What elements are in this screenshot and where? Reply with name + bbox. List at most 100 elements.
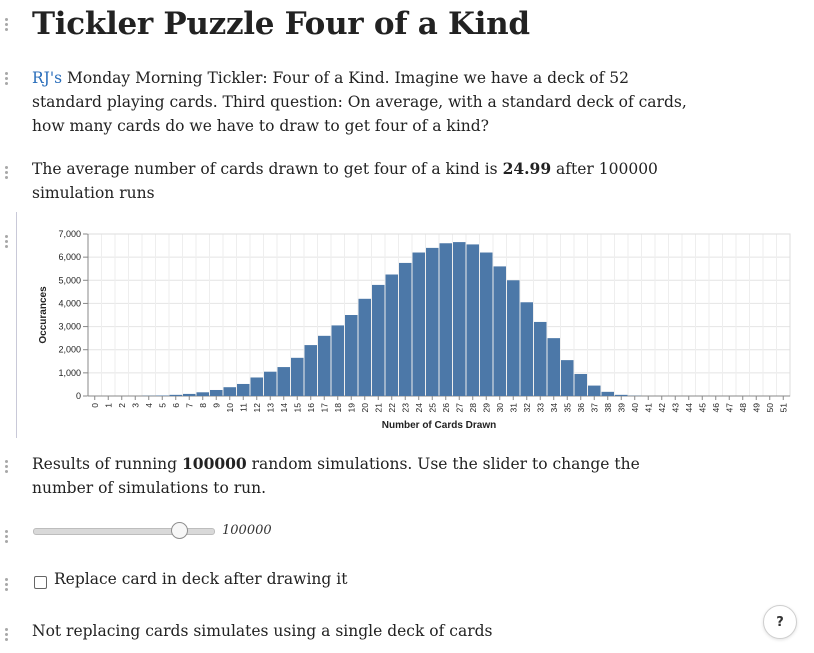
bar [493, 266, 506, 396]
x-tick-label: 25 [427, 403, 437, 413]
bar [291, 357, 304, 396]
cell-handle-icon[interactable] [5, 72, 8, 87]
cell-handle-icon[interactable] [5, 578, 8, 593]
help-button[interactable]: ? [763, 605, 797, 639]
x-tick-label: 37 [589, 403, 599, 413]
x-tick-label: 22 [387, 403, 397, 413]
bar [223, 387, 236, 396]
bar [520, 302, 533, 396]
bar [615, 394, 628, 396]
x-tick-label: 38 [603, 403, 613, 413]
simulation-count: 100000 [182, 454, 247, 473]
note-text: Not replacing cards simulates using a si… [32, 622, 493, 640]
x-tick-label: 45 [697, 403, 707, 413]
bar [574, 374, 587, 396]
bar [453, 242, 466, 396]
x-tick-label: 31 [508, 403, 518, 413]
bar [277, 367, 290, 396]
x-tick-label: 47 [724, 403, 734, 413]
bar [169, 394, 182, 396]
average-value: 24.99 [502, 159, 552, 178]
x-tick-label: 5 [157, 403, 167, 408]
x-tick-label: 34 [549, 403, 559, 413]
x-tick-label: 36 [576, 403, 586, 413]
cell-handle-icon[interactable] [5, 628, 8, 643]
x-tick-label: 7 [184, 403, 194, 408]
bar [507, 280, 520, 396]
x-tick-label: 19 [346, 403, 356, 413]
rj-link[interactable]: RJ's [32, 69, 63, 87]
x-tick-label: 18 [333, 403, 343, 413]
x-tick-label: 35 [562, 403, 572, 413]
results-paragraph: Results of running 100000 random simulat… [32, 452, 692, 500]
bar [237, 383, 250, 396]
histogram-chart: 0 1,000 2,000 3,000 4,000 5,000 6,000 7,000 0 1 2 3… [30, 226, 800, 436]
intro-text: Monday Morning Tickler: Four of a Kind. … [32, 69, 687, 135]
x-tick-label: 24 [414, 403, 424, 413]
x-axis-title: Number of Cards Drawn [382, 420, 496, 431]
bar [318, 335, 331, 396]
page-title: Tickler Puzzle Four of a Kind [32, 6, 530, 42]
cell-handle-icon[interactable] [5, 18, 8, 33]
x-tick-label: 39 [616, 403, 626, 413]
y-tick-label: 5,000 [58, 275, 81, 285]
x-tick-label: 11 [238, 403, 248, 412]
replace-card-label[interactable]: Replace card in deck after drawing it [54, 570, 348, 588]
x-tick-label: 10 [225, 403, 235, 413]
bar [588, 385, 601, 396]
y-tick-label: 2,000 [58, 345, 81, 355]
bar [534, 321, 547, 396]
y-tick-label: 0 [76, 391, 81, 401]
x-tick-label: 29 [481, 403, 491, 413]
replace-card-checkbox[interactable] [34, 576, 47, 589]
bar [385, 274, 398, 396]
x-tick-label: 50 [765, 403, 775, 413]
x-tick-label: 12 [252, 403, 262, 413]
y-axis-title: Occurances [38, 286, 49, 344]
bar [331, 325, 344, 396]
bar [439, 243, 452, 396]
y-tick-label: 6,000 [58, 252, 81, 262]
x-tick-label: 49 [751, 403, 761, 413]
x-tick-label: 27 [454, 403, 464, 413]
bar [345, 315, 358, 396]
x-tick-label: 17 [319, 403, 329, 413]
y-tick-label: 3,000 [58, 322, 81, 332]
cell-handle-icon[interactable] [5, 530, 8, 545]
y-tick-label: 1,000 [58, 368, 81, 378]
bar [183, 393, 196, 396]
x-tick-label: 20 [360, 403, 370, 413]
cell-group-line [16, 212, 17, 438]
bar [561, 360, 574, 396]
x-tick-label: 3 [130, 403, 140, 408]
bar [412, 252, 425, 396]
bar [466, 244, 479, 396]
intro-paragraph: RJ's Monday Morning Tickler: Four of a K… [32, 66, 692, 138]
x-tick-label: 30 [495, 403, 505, 413]
bar [547, 338, 560, 396]
y-tick-label: 7,000 [58, 229, 81, 239]
slider-thumb[interactable] [171, 522, 188, 539]
bar [210, 389, 223, 396]
x-tick-label: 26 [441, 403, 451, 413]
cell-handle-icon[interactable] [5, 460, 8, 475]
bar [601, 391, 614, 396]
x-tick-label: 2 [117, 403, 127, 408]
cell-handle-icon[interactable] [5, 166, 8, 181]
summary-text: The average number of cards drawn to get… [32, 160, 503, 178]
cell-handle-icon[interactable] [5, 235, 8, 250]
x-tick-label: 44 [684, 403, 694, 413]
bar [358, 298, 371, 396]
simulations-slider[interactable] [33, 528, 215, 535]
x-tick-label: 32 [522, 403, 532, 413]
x-tick-label: 9 [211, 403, 221, 408]
summary-paragraph: The average number of cards drawn to get… [32, 157, 692, 205]
x-tick-label: 42 [657, 403, 667, 413]
bar [399, 262, 412, 396]
bar [196, 392, 209, 396]
results-text: Results of running [32, 455, 182, 473]
x-tick-label: 48 [738, 403, 748, 413]
x-tick-label: 1 [103, 403, 113, 408]
bar [480, 252, 493, 396]
